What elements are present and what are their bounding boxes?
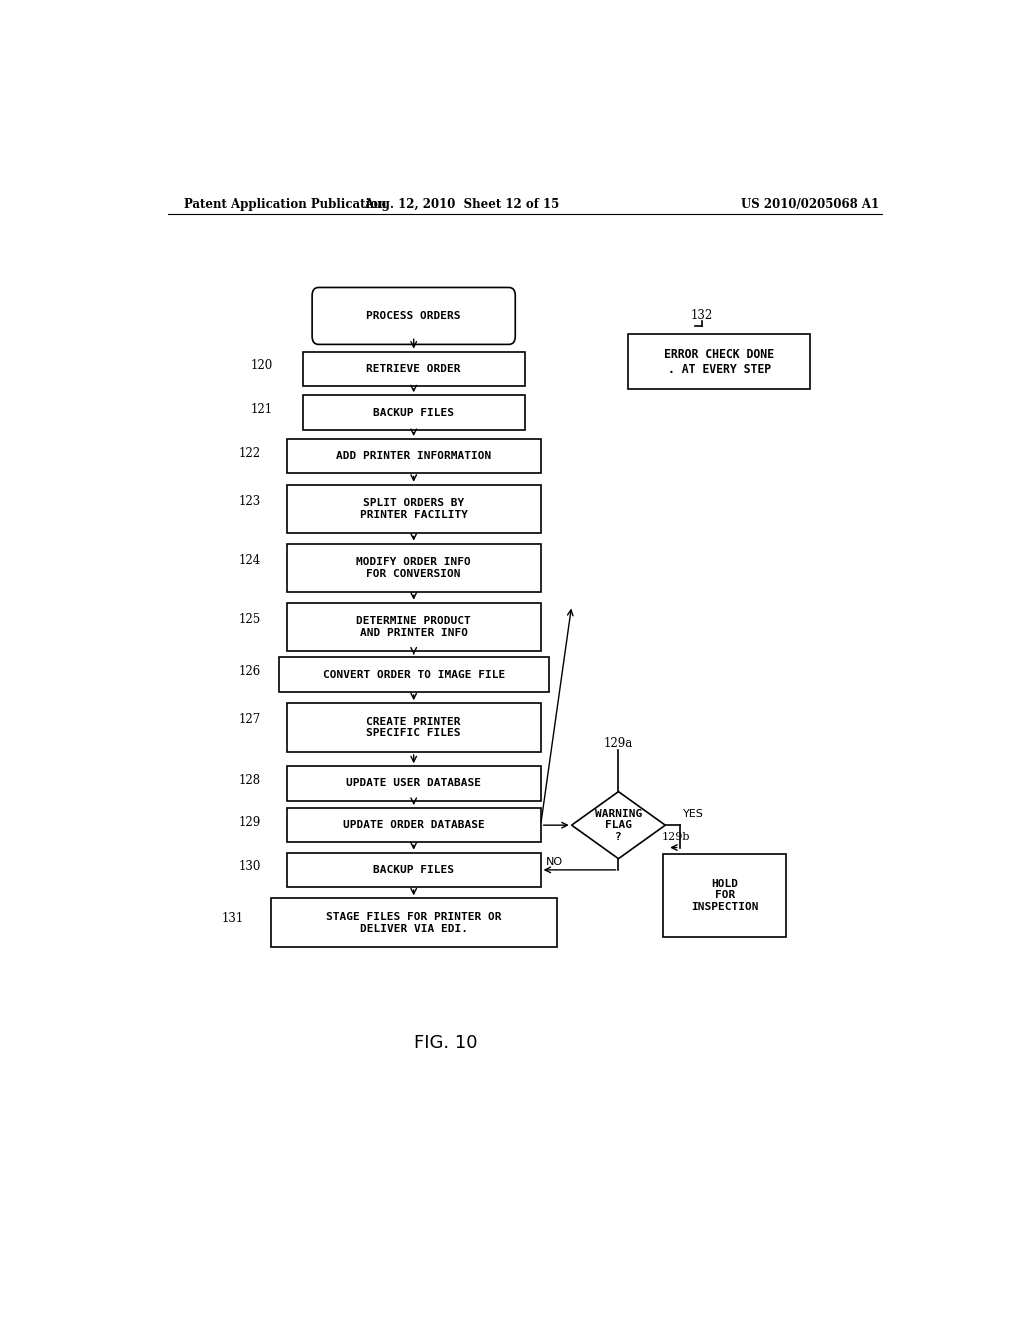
Text: 129a: 129a	[604, 738, 633, 750]
Text: Patent Application Publication: Patent Application Publication	[183, 198, 386, 211]
FancyBboxPatch shape	[287, 484, 541, 533]
FancyBboxPatch shape	[270, 899, 557, 948]
Text: WARNING
FLAG
?: WARNING FLAG ?	[595, 809, 642, 842]
Text: 131: 131	[221, 912, 244, 925]
Text: DETERMINE PRODUCT
AND PRINTER INFO: DETERMINE PRODUCT AND PRINTER INFO	[356, 616, 471, 638]
Text: 129: 129	[240, 816, 261, 829]
FancyBboxPatch shape	[287, 853, 541, 887]
Text: CONVERT ORDER TO IMAGE FILE: CONVERT ORDER TO IMAGE FILE	[323, 669, 505, 680]
Text: HOLD
FOR
INSPECTION: HOLD FOR INSPECTION	[691, 879, 759, 912]
FancyBboxPatch shape	[303, 395, 524, 430]
FancyBboxPatch shape	[287, 602, 541, 651]
Text: 132: 132	[690, 309, 713, 322]
Text: 121: 121	[251, 403, 273, 416]
FancyBboxPatch shape	[303, 351, 524, 385]
FancyBboxPatch shape	[628, 334, 811, 389]
Text: PROCESS ORDERS: PROCESS ORDERS	[367, 312, 461, 321]
Text: BACKUP FILES: BACKUP FILES	[373, 408, 455, 417]
Text: RETRIEVE ORDER: RETRIEVE ORDER	[367, 364, 461, 374]
Text: SPLIT ORDERS BY
PRINTER FACILITY: SPLIT ORDERS BY PRINTER FACILITY	[359, 498, 468, 520]
Text: ADD PRINTER INFORMATION: ADD PRINTER INFORMATION	[336, 451, 492, 461]
FancyBboxPatch shape	[312, 288, 515, 345]
Text: 127: 127	[240, 713, 261, 726]
FancyBboxPatch shape	[287, 544, 541, 593]
Polygon shape	[571, 792, 666, 859]
Text: FIG. 10: FIG. 10	[414, 1034, 477, 1052]
FancyBboxPatch shape	[287, 808, 541, 842]
FancyBboxPatch shape	[287, 766, 541, 801]
Text: YES: YES	[683, 809, 703, 818]
Text: 130: 130	[240, 861, 261, 874]
Text: 125: 125	[240, 614, 261, 627]
Text: 122: 122	[240, 446, 261, 459]
Text: 120: 120	[251, 359, 273, 372]
Text: ERROR CHECK DONE
. AT EVERY STEP: ERROR CHECK DONE . AT EVERY STEP	[665, 347, 774, 376]
Text: UPDATE ORDER DATABASE: UPDATE ORDER DATABASE	[343, 820, 484, 830]
Text: NO: NO	[546, 857, 563, 867]
Text: 128: 128	[240, 774, 261, 787]
Text: Aug. 12, 2010  Sheet 12 of 15: Aug. 12, 2010 Sheet 12 of 15	[364, 198, 559, 211]
Text: STAGE FILES FOR PRINTER OR
DELIVER VIA EDI.: STAGE FILES FOR PRINTER OR DELIVER VIA E…	[326, 912, 502, 933]
Text: 126: 126	[240, 665, 261, 678]
Text: US 2010/0205068 A1: US 2010/0205068 A1	[741, 198, 880, 211]
FancyBboxPatch shape	[287, 440, 541, 474]
FancyBboxPatch shape	[287, 704, 541, 752]
Text: MODIFY ORDER INFO
FOR CONVERSION: MODIFY ORDER INFO FOR CONVERSION	[356, 557, 471, 578]
FancyBboxPatch shape	[279, 657, 549, 692]
Text: 123: 123	[240, 495, 261, 508]
Text: UPDATE USER DATABASE: UPDATE USER DATABASE	[346, 779, 481, 788]
Text: 129b: 129b	[662, 833, 690, 842]
Text: CREATE PRINTER
SPECIFIC FILES: CREATE PRINTER SPECIFIC FILES	[367, 717, 461, 738]
Text: 124: 124	[240, 554, 261, 568]
FancyBboxPatch shape	[664, 854, 786, 937]
Text: BACKUP FILES: BACKUP FILES	[373, 865, 455, 875]
